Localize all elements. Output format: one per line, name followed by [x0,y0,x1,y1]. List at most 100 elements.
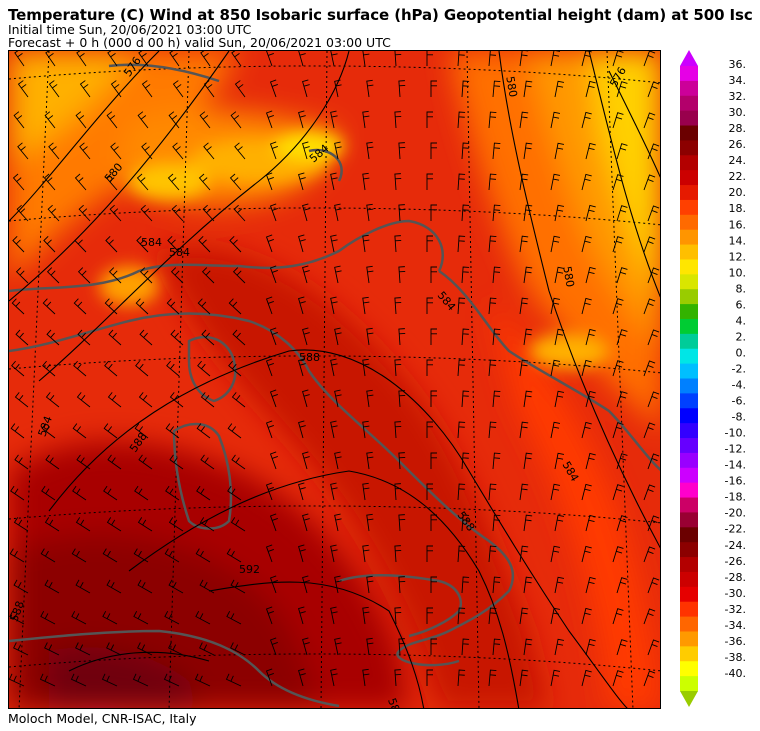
wind-barb [135,298,149,315]
wind-barb [298,668,306,687]
wind-barb [165,485,180,501]
wind-barb [265,172,274,191]
wind-barb [581,421,592,439]
color-swatch [680,80,698,97]
wind-barb [334,451,342,470]
wind-barb [134,423,149,439]
wind-barb [554,142,565,160]
color-scale-label: 34. [729,74,747,87]
wind-barb [106,642,122,656]
color-scale-label: -32. [725,603,746,616]
wind-barb [232,329,246,346]
wind-barb [647,577,660,594]
color-swatch [680,95,698,112]
wind-barb [43,173,56,191]
wind-barb [199,642,215,656]
wind-barb [366,637,374,656]
wind-barb [168,517,184,532]
wind-barb [366,203,374,222]
color-scale-label: -22. [725,523,746,536]
wind-barb [137,111,149,129]
wind-barb [585,576,596,594]
wind-barb [48,80,60,98]
wind-barb [13,579,29,594]
wind-barb [11,360,25,377]
wind-barb [430,514,437,531]
wind-barb [523,514,533,532]
wind-barb [198,235,211,253]
wind-barb [225,673,242,687]
wind-barb [197,360,211,377]
wind-barb [519,483,529,501]
wind-barb [394,607,402,625]
wind-barb [302,513,310,532]
wind-barb [362,110,370,129]
wind-barb [302,451,310,470]
wind-barb [457,669,466,687]
wind-barb [170,329,184,346]
wind-barb [16,204,29,222]
color-swatch [680,199,698,216]
color-swatch [680,452,698,469]
wind-barb [46,267,60,284]
wind-barb [426,607,433,624]
wind-barb [199,111,211,129]
wind-barb [461,638,470,656]
wind-barb [426,51,433,66]
wind-barb [426,483,433,500]
wind-barb [647,453,660,470]
wind-barb [107,454,122,470]
color-swatch [680,274,698,290]
wind-barb [581,235,592,253]
wind-barb [330,110,338,129]
wind-barb [9,548,25,563]
wind-barb [550,545,561,563]
wind-barb [199,517,215,532]
wind-barb [647,391,660,408]
wind-barb [585,328,596,346]
wind-barb [269,637,278,656]
wind-barb [612,360,624,377]
wind-barb [398,638,406,656]
wind-barb [330,420,338,439]
color-scale-label: -10. [725,427,746,440]
wind-barb [44,517,60,532]
wind-barb [550,483,561,501]
wind-barb [457,359,466,377]
wind-barb [550,297,561,315]
color-scale-label: -34. [725,619,746,632]
color-swatch [680,601,698,618]
wind-barb [105,235,118,253]
wind-barb [430,80,437,97]
coastlines [9,63,660,708]
wind-barb [647,515,660,532]
wind-barb [298,296,306,315]
wind-barb [488,483,497,501]
wind-barb [231,454,246,470]
wind-barb [523,80,533,98]
wind-barb [199,579,215,594]
wind-barb [523,204,533,222]
color-scale-label: -14. [725,459,746,472]
wind-barb [362,420,370,439]
wind-barb [461,328,470,346]
wind-barb [44,642,60,656]
wind-barb [45,51,56,67]
wind-barb [612,236,624,253]
color-scale-label: -26. [725,555,746,568]
wind-barb [647,267,660,284]
wind-barb [394,297,402,315]
wind-barb [298,544,306,563]
wind-barb [140,204,153,222]
wind-barb [398,452,406,470]
color-scale-label: 4. [736,314,747,327]
color-swatches [680,50,698,707]
wind-barb [228,360,242,377]
wind-barb [194,673,211,687]
wind-barb [612,608,624,625]
wind-barb [9,610,25,625]
wind-barb [70,673,87,687]
wind-barb [269,389,278,408]
wind-barb [550,111,561,129]
wind-barb [362,51,370,67]
